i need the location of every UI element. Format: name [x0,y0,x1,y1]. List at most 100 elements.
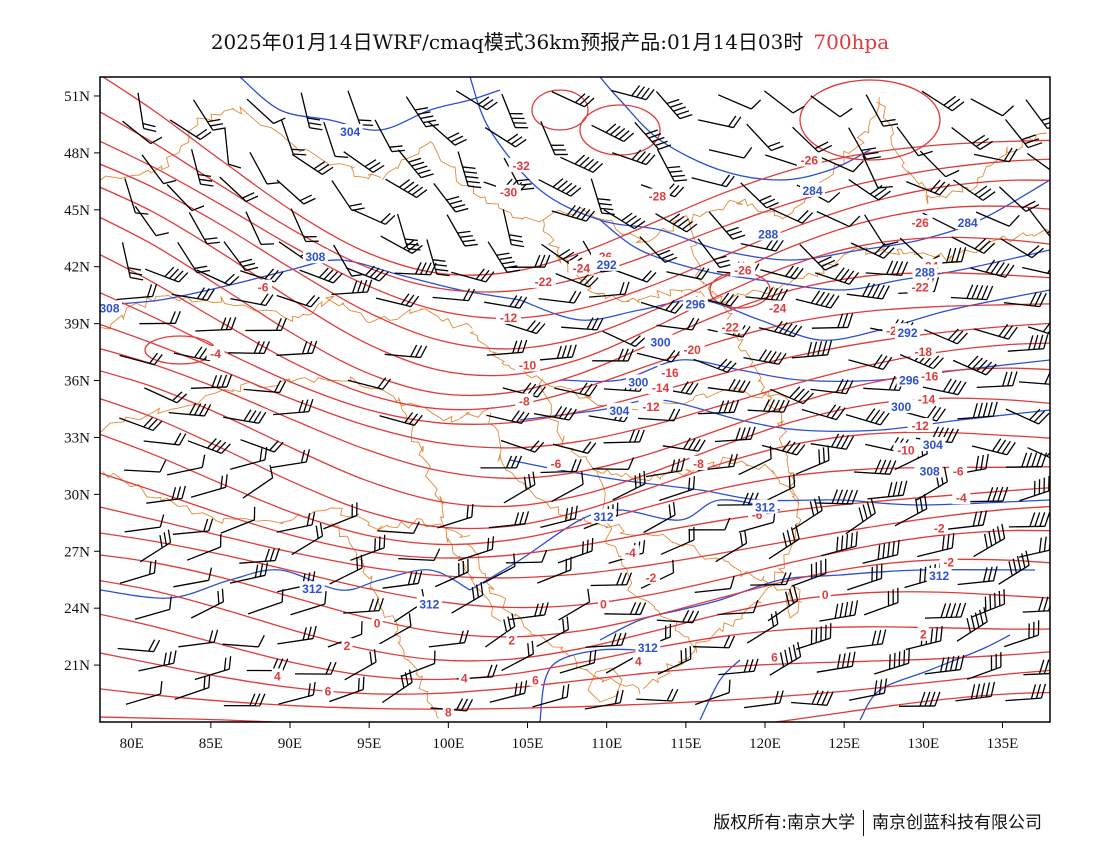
wind-barb-feather [725,226,739,233]
geopotential-contour-label: 300 [650,336,670,350]
footer-divider [863,810,864,836]
wind-barb-feather [720,292,730,304]
wind-barb-feather [737,380,746,393]
wind-barb-feather [398,178,411,188]
wind-barb-feather [869,184,883,195]
geopotential-contour-label: 304 [340,125,360,139]
wind-barb-feather [230,316,237,330]
wind-barb-feather [870,498,876,514]
wind-barb [957,401,998,420]
wind-barb-feather [306,513,311,527]
wind-barb [791,690,834,706]
wind-barb-feather [223,657,227,671]
geopotential-contour-label-bg [755,226,781,241]
wind-barb-staff [819,614,855,622]
wind-barb-feather [728,378,736,391]
wind-barb-feather [753,658,759,672]
wind-barb-staff [655,213,687,233]
wind-barb-feather [883,241,899,246]
wind-barb-feather [846,652,851,668]
wind-barb-feather [416,189,428,198]
wind-barb-feather [198,403,207,416]
wind-barb-feather [982,191,996,201]
wind-barb-feather [713,255,727,261]
wind-barb-feather [417,570,423,584]
temperature-contour-label-bg [515,357,540,372]
wind-barb-feather [496,252,510,256]
wind-barb-feather [305,449,311,463]
wind-barb-feather [173,432,182,445]
wind-barb-feather [834,267,845,280]
wind-barb-feather [666,349,676,362]
wind-barb-feather [985,682,991,698]
wind-barb [536,344,577,361]
wind-barb [951,126,993,151]
temperature-contour-label: 2 [920,628,927,642]
wind-barb [249,151,281,185]
temperature-contour-label-bg [508,158,534,173]
wind-barb-staff [814,272,850,285]
temperature-contour-label: -26 [734,264,752,278]
wind-barb [691,174,735,188]
wind-barb [1018,369,1050,386]
wind-barb-staff [121,242,131,278]
lat-tick-label: 48N [64,146,90,162]
wind-barb [611,149,656,166]
wind-barb-feather [891,260,899,275]
temperature-contour-label-bg [621,545,640,560]
wind-barb-feather [728,454,733,468]
wind-barb-feather [1051,445,1061,460]
lon-tick-label: 105E [512,736,544,752]
wind-barb-feather [892,589,894,605]
wind-barb-feather [282,658,289,671]
geopotential-contour-line [599,219,1050,291]
wind-barb-feather [641,152,651,164]
wind-barb-feather [825,294,835,308]
wind-barb-staff [953,179,984,201]
wind-barb-feather [638,473,642,487]
wind-barb-feather [302,627,307,641]
wind-barb [331,279,373,296]
wind-barb-staff [540,121,556,155]
wind-barb-feather [768,399,775,412]
wind-barb-staff [957,415,994,420]
wind-barb-staff [540,470,577,474]
geopotential-contour-label: 304 [923,438,943,452]
wind-barb-feather [844,601,849,617]
wind-barb-feather [874,243,886,255]
temperature-contour-line [100,669,1050,710]
wind-barb-feather [742,492,749,506]
wind-barb-feather [750,99,762,110]
wind-barb-staff [656,619,693,624]
wind-barb-feather [642,270,652,281]
wind-barb-staff [374,119,393,152]
wind-barb-feather [436,273,450,277]
wind-barb-feather [939,657,945,673]
wind-barb [816,489,859,505]
wind-barb-feather [452,203,466,209]
wind-barb-feather [275,318,282,331]
geopotential-contour-label: 296 [899,374,919,388]
wind-barb [166,454,206,476]
wind-barb-feather [826,691,834,706]
wind-barb [560,154,604,173]
wind-barb-feather [588,160,599,171]
wind-barb-feather [760,286,769,299]
wind-barb-feather [951,428,959,443]
wind-barb-staff [345,266,380,282]
wind-barb-staff [169,119,201,141]
wind-barb-staff [554,387,590,397]
wind-barb-feather [566,684,570,698]
wind-barb-feather [335,155,349,159]
wind-barb-feather [491,536,495,550]
geopotential-contour-label-bg [888,399,914,414]
wind-barb-feather [701,268,710,280]
wind-barb [276,179,316,205]
geopotential-contour-label: 288 [915,265,935,279]
geopotential-contour-label: 308 [920,465,940,479]
wind-barb [792,126,833,153]
wind-barb-feather [888,375,896,391]
wind-barb-feather [524,511,530,524]
boundary-line [331,522,439,719]
